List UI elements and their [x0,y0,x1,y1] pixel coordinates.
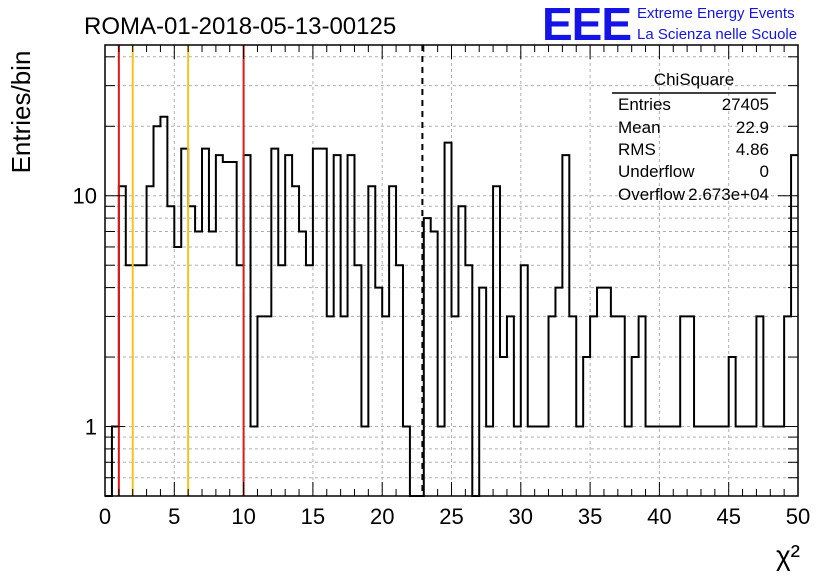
stats-title: ChiSquare [654,70,734,89]
histogram-bin [368,186,375,496]
histogram-bin [479,288,486,496]
histogram-bin [389,186,396,496]
histogram-bin [375,288,382,496]
y-tick-label: 1 [85,415,97,440]
histogram-bin [237,265,244,496]
histogram-bin [306,265,313,496]
histogram-bin [320,149,327,496]
histogram-bin [521,265,528,496]
histogram-bin [257,316,264,496]
x-tick-label: 45 [716,504,740,529]
histogram-bin [209,231,216,496]
histogram-bin [133,265,140,496]
histogram-bin [465,265,472,496]
histogram-bin [327,316,334,496]
logo-tagline-1: Extreme Energy Events [637,5,795,22]
histogram-bin [195,231,202,496]
histogram-bin [590,316,597,496]
histogram-series [105,115,798,497]
histogram-bin [452,316,459,496]
histogram-bin [493,186,500,496]
histogram-outline [105,115,798,497]
stats-value-underflow: 0 [760,162,769,181]
tick-labels: 0 5 10 15 20 25 30 35 40 45 50 1 10 [73,184,811,529]
histogram-bin [611,316,618,496]
histogram-bin [167,206,174,496]
marker-lines [117,45,424,496]
histogram-bin [618,316,625,496]
stats-value-entries: 27405 [722,95,769,114]
histogram-bin [639,316,646,496]
x-tick-label: 35 [578,504,602,529]
stats-box: ChiSquare Entries 27405 Mean 22.9 RMS 4.… [612,70,776,204]
stats-value-rms: 4.86 [736,140,769,159]
histogram-bin [202,149,209,496]
histogram-bin [507,316,514,496]
x-tick-label: 0 [99,504,111,529]
histogram-bin [382,316,389,496]
histogram-bin [299,231,306,496]
logo-tagline-2: La Scienza nelle Scuole [637,26,797,43]
x-tick-label: 10 [231,504,255,529]
x-tick-label: 30 [509,504,533,529]
stats-value-overflow: 2.673e+04 [688,185,769,204]
histogram-bin [597,288,604,496]
x-axis-title: χ² [776,540,800,571]
histogram-bin [140,265,147,496]
histogram-bin [223,162,230,496]
histogram-bin [549,316,556,496]
stats-label-rms: RMS [618,140,656,159]
histogram-bin [154,126,161,496]
histogram-bin [181,149,188,496]
stats-value-mean: 22.9 [736,118,769,137]
histogram-bin [680,316,687,496]
x-tick-label: 5 [168,504,180,529]
histogram-bin [784,316,791,496]
run-title: ROMA-01-2018-05-13-00125 [84,13,396,40]
x-tick-label: 25 [439,504,463,529]
histogram-bin [174,247,181,496]
histogram-bin [188,206,195,496]
histogram-bin [160,117,167,496]
histogram-bin [313,149,320,496]
stats-label-overflow: Overflow [618,185,686,204]
stats-label-mean: Mean [618,118,661,137]
eee-logo: EEE [542,0,631,50]
y-tick-label: 10 [73,184,97,209]
histogram-bin [687,316,694,496]
histogram-bin [264,316,271,496]
histogram-bin [230,162,237,496]
y-axis-title: Entries/bin [6,51,36,174]
x-tick-label: 20 [370,504,394,529]
histogram-bin [341,316,348,496]
x-tick-label: 50 [786,504,810,529]
histogram-bin [292,186,299,496]
histogram-bin [147,186,154,496]
histogram-bin [119,186,126,496]
stats-label-underflow: Underflow [618,162,695,181]
histogram-bin [756,316,763,496]
histogram-bin [396,265,403,496]
histogram-bin [458,206,465,496]
axes [104,44,799,497]
histogram-bin [126,265,133,496]
histogram-bin [569,316,576,496]
x-tick-label: 15 [301,504,325,529]
stats-label-entries: Entries [618,95,671,114]
histogram-bin [278,265,285,496]
histogram-bin [555,288,562,496]
histogram-bin [431,231,438,496]
histogram-bin [354,265,361,496]
x-tick-label: 40 [647,504,671,529]
histogram-bin [604,288,611,496]
histogram-bin [271,149,278,496]
